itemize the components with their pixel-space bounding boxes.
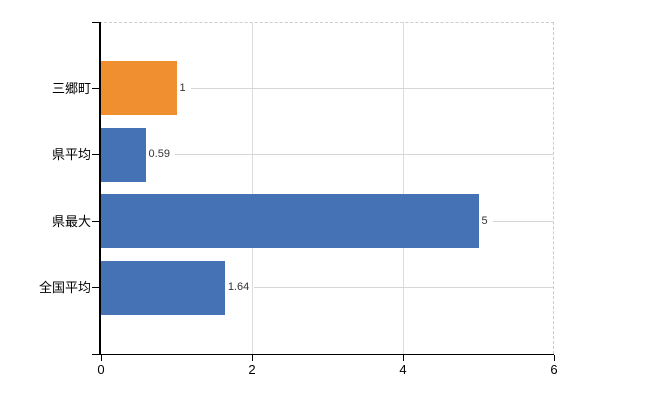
x-axis-tick — [251, 355, 253, 361]
category-label: 全国平均 — [38, 280, 91, 296]
y-axis-tick — [92, 287, 99, 289]
value-label: 0.59 — [148, 148, 170, 161]
bar-1 — [101, 61, 177, 116]
x-axis — [99, 354, 554, 355]
leader-line — [190, 87, 553, 89]
plot-top-border — [99, 22, 554, 23]
value-label: 1 — [179, 81, 186, 94]
x-axis-tick — [553, 355, 555, 361]
category-axis-labels: 三郷町県平均県最大全国平均 — [0, 22, 91, 354]
y-axis-tick — [92, 154, 99, 156]
bar-row: 1 — [101, 61, 554, 116]
x-axis-tick — [100, 355, 102, 361]
plot-right-border — [553, 22, 554, 354]
leader-line — [254, 287, 553, 289]
y-axis-tick — [92, 21, 99, 23]
x-tick-label: 0 — [97, 362, 105, 377]
value-label: 5 — [481, 214, 488, 227]
value-axis-labels: 0 2 4 6 — [97, 361, 558, 379]
y-axis-tick — [92, 87, 99, 89]
bar-row: 1.64 — [101, 260, 554, 315]
bar-4 — [101, 260, 225, 315]
category-label: 県最大 — [51, 213, 91, 229]
x-axis-tick — [402, 355, 404, 361]
y-axis-tick — [92, 220, 99, 222]
y-axis-tick — [92, 353, 99, 355]
bar-row: 0.59 — [101, 127, 554, 182]
category-label: 県平均 — [51, 147, 91, 163]
bar-row: 5 — [101, 194, 554, 249]
value-label: 1.64 — [227, 281, 250, 294]
x-tick-label: 4 — [399, 362, 407, 377]
x-tick-label: 6 — [550, 362, 558, 377]
bar-2 — [101, 127, 146, 182]
x-tick-label: 2 — [248, 362, 256, 377]
bar-3 — [101, 194, 479, 249]
gridline-x-2 — [251, 22, 253, 354]
plot-area: 1 0.59 5 1.64 — [92, 21, 555, 361]
leader-line — [174, 154, 553, 156]
category-label: 三郷町 — [51, 80, 91, 96]
y-axis — [99, 22, 101, 355]
gridline-x-4 — [402, 22, 404, 354]
leader-line — [492, 220, 553, 222]
